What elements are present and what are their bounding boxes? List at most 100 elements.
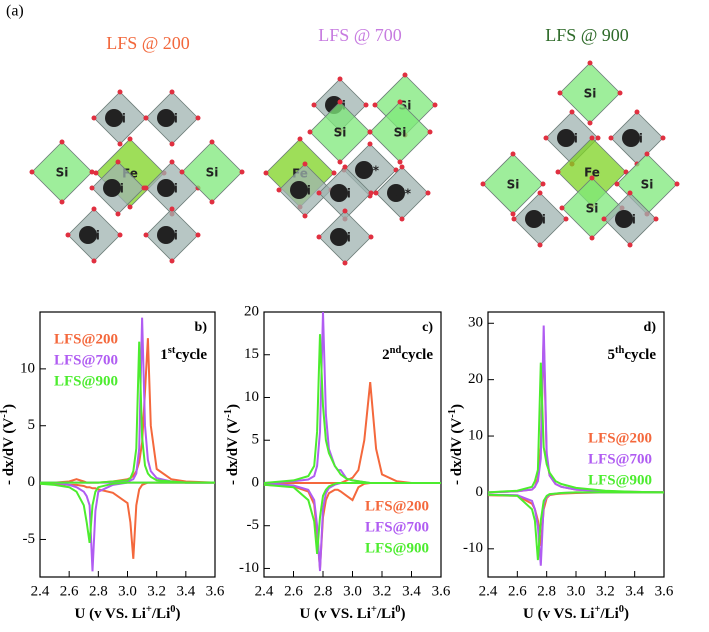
atom-label: Li [88, 229, 100, 243]
data-line [487, 491, 664, 566]
label-part: 1 [160, 347, 168, 363]
oxygen [59, 139, 65, 145]
y-tick-label: -5 [247, 517, 260, 533]
oxygen [337, 99, 343, 105]
oxygen [127, 136, 133, 142]
annotation: 2ndcycle [382, 345, 433, 364]
oxygen [117, 141, 123, 147]
oxygen [367, 141, 373, 147]
oxygen [617, 90, 623, 96]
superscript: + [371, 604, 377, 615]
oxygen [239, 169, 245, 175]
oxygen [559, 205, 565, 211]
oxygen [540, 181, 546, 187]
y-tick-label: -5 [23, 531, 36, 547]
y-tick-label: 20 [468, 371, 483, 387]
oxygen [127, 204, 133, 210]
oxygen [169, 89, 175, 95]
data-line [264, 381, 441, 484]
superscript: 0 [619, 604, 624, 615]
oxygen [302, 161, 308, 167]
oxygen [316, 190, 322, 196]
oxygen [511, 216, 517, 222]
label-part: /Li [151, 606, 170, 622]
label-part: ) [400, 606, 405, 622]
oxygen [209, 139, 215, 145]
oxygen [432, 102, 438, 108]
atom [330, 184, 348, 202]
y-tick-label: -10 [463, 540, 483, 556]
legend-entry: LFS@200 [588, 431, 652, 447]
legend-entry: LFS@200 [54, 331, 118, 347]
structure-title: LFS @ 700 [318, 25, 402, 45]
x-tick-label: 3.6 [206, 583, 225, 599]
oxygen [627, 242, 633, 248]
legend-entry: LFS@700 [54, 352, 118, 368]
label-part: ) [624, 606, 629, 622]
label-part: - dx/dV (V [449, 418, 465, 485]
oxygen [307, 129, 313, 135]
atom-label: Si [586, 202, 599, 216]
oxygen [653, 216, 659, 222]
oxygen [399, 164, 405, 170]
oxygen [195, 232, 201, 238]
superscript: -1 [223, 409, 234, 418]
label-part: U (v VS. Li [300, 606, 371, 622]
oxygen [367, 129, 373, 135]
atom-label: Li [339, 187, 351, 201]
superscript: th [615, 345, 624, 356]
x-tick-label: 2.6 [60, 583, 79, 599]
x-tick-label: 3.6 [655, 583, 674, 599]
x-tick-label: 3.4 [402, 583, 421, 599]
atom-label: Si [56, 166, 69, 180]
data-line [487, 491, 664, 561]
oxygen [59, 199, 65, 205]
label-part: 5 [608, 347, 616, 363]
y-tick-label: 0 [28, 474, 36, 490]
y-tick-label: 10 [244, 389, 259, 405]
atom-label: Si [641, 178, 654, 192]
x-tick-label: 2.6 [508, 583, 527, 599]
atom-label: Li [339, 231, 351, 245]
oxygen [537, 190, 543, 196]
oxygen [589, 175, 595, 181]
x-tick-label: 3.0 [118, 583, 137, 599]
oxygen [614, 181, 620, 187]
oxygen [169, 258, 175, 264]
y-tick-label: 30 [468, 315, 483, 331]
oxygen [115, 211, 121, 217]
atom [157, 179, 175, 197]
label-part: ) [1, 404, 17, 409]
label-part: cycle [624, 347, 656, 363]
oxygen [169, 159, 175, 165]
atom-label: Si [584, 87, 597, 101]
x-tick-label: 3.0 [567, 583, 586, 599]
data-line [263, 311, 441, 484]
oxygen [587, 120, 593, 126]
label-part: - dx/dV (V [225, 418, 241, 485]
atom-label: Li* [393, 187, 412, 201]
legend-entry: LFS@700 [588, 452, 652, 468]
superscript: + [594, 604, 600, 615]
oxygen [91, 258, 97, 264]
atom [615, 210, 633, 228]
data-line [40, 481, 215, 559]
oxygen [29, 169, 35, 175]
oxygen [543, 135, 549, 141]
y-tick-label: 20 [244, 303, 259, 319]
panel-label: c) [422, 320, 433, 335]
structure-title: LFS @ 200 [106, 33, 190, 53]
oxygen [563, 216, 569, 222]
atom [330, 228, 348, 246]
oxygen [263, 170, 269, 176]
oxygen [372, 102, 378, 108]
x-tick-label: 2.4 [255, 583, 274, 599]
y-tick-label: 15 [244, 346, 259, 362]
atom-label: Li [166, 112, 178, 126]
oxygen [311, 102, 317, 108]
oxygen [316, 234, 322, 240]
panel-label: d) [644, 320, 657, 335]
y-tick-label: 5 [28, 417, 36, 433]
atom [79, 226, 97, 244]
oxygen [337, 76, 343, 82]
